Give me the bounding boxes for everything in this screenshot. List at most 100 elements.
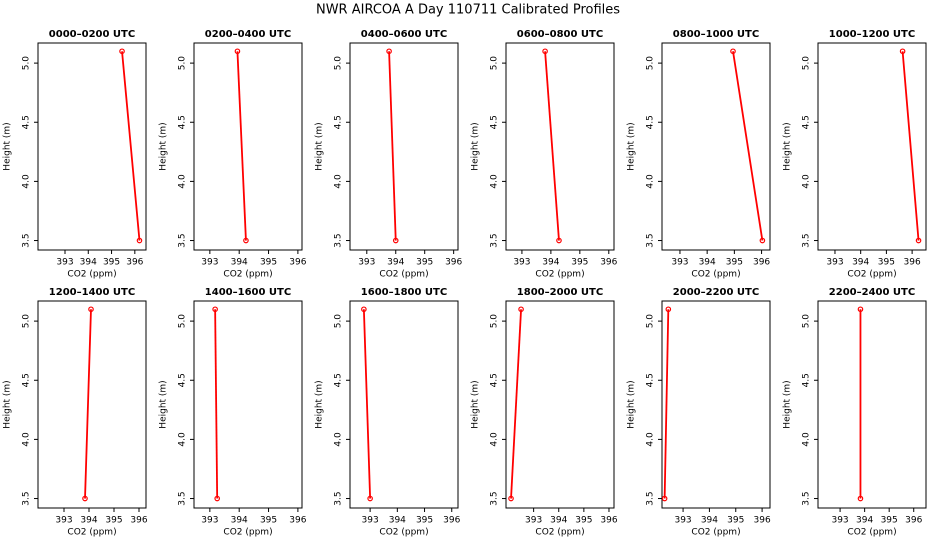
y-axis-label: Height (m) bbox=[159, 380, 169, 428]
x-tick-label: 393 bbox=[831, 516, 848, 526]
y-axis-label: Height (m) bbox=[3, 380, 13, 428]
y-tick-label: 5.0 bbox=[22, 314, 32, 329]
y-tick-label: 4.0 bbox=[490, 174, 500, 189]
x-axis-label: CO2 (ppm) bbox=[67, 270, 116, 280]
profile-line bbox=[901, 51, 920, 241]
profile-point bbox=[661, 495, 668, 502]
y-tick-label: 4.5 bbox=[22, 115, 32, 129]
x-tick-label: 394 bbox=[231, 258, 248, 268]
x-tick-label: 395 bbox=[260, 258, 277, 268]
x-tick-label: 393 bbox=[201, 258, 218, 268]
x-tick-label: 396 bbox=[130, 516, 147, 526]
profile-line bbox=[510, 309, 522, 499]
profile-line bbox=[732, 51, 764, 241]
x-axis-label: CO2 (ppm) bbox=[379, 528, 428, 538]
x-tick-label: 396 bbox=[126, 258, 143, 268]
x-tick-label: 395 bbox=[881, 516, 898, 526]
y-tick-label: 3.5 bbox=[178, 233, 188, 247]
plot-frame bbox=[37, 300, 147, 509]
x-axis-label: CO2 (ppm) bbox=[223, 270, 272, 280]
y-tick-label: 3.5 bbox=[22, 491, 32, 505]
profile-point bbox=[386, 48, 392, 55]
x-tick-label: 396 bbox=[600, 516, 617, 526]
panel-title: 2200–2400 UTC bbox=[829, 287, 915, 298]
x-tick-label: 396 bbox=[904, 258, 921, 268]
panel-title: 0800–1000 UTC bbox=[673, 29, 759, 40]
panel-title: 1400–1600 UTC bbox=[205, 287, 291, 298]
y-tick-label: 5.0 bbox=[802, 56, 812, 71]
y-axis-label: Height (m) bbox=[315, 122, 325, 170]
x-tick-label: 395 bbox=[575, 516, 592, 526]
plot-frame bbox=[193, 42, 303, 251]
x-axis-label: CO2 (ppm) bbox=[535, 528, 584, 538]
profile-line bbox=[214, 309, 219, 499]
y-tick-label: 5.0 bbox=[490, 56, 500, 71]
y-tick-label: 4.0 bbox=[646, 432, 656, 447]
profile-point bbox=[214, 495, 220, 502]
x-tick-label: 396 bbox=[289, 516, 306, 526]
y-tick-label: 4.0 bbox=[802, 432, 812, 447]
plot-frame bbox=[661, 42, 771, 251]
x-axis-label: CO2 (ppm) bbox=[379, 270, 428, 280]
y-axis-label: Height (m) bbox=[783, 380, 793, 428]
y-tick-label: 4.5 bbox=[178, 373, 188, 387]
y-tick-label: 3.5 bbox=[490, 491, 500, 505]
x-tick-label: 393 bbox=[56, 258, 73, 268]
x-tick-label: 393 bbox=[358, 258, 375, 268]
y-tick-label: 4.5 bbox=[802, 115, 812, 129]
y-tick-label: 3.5 bbox=[490, 233, 500, 247]
y-tick-label: 5.0 bbox=[802, 314, 812, 329]
y-tick-label: 3.5 bbox=[334, 491, 344, 505]
x-axis-label: CO2 (ppm) bbox=[535, 270, 584, 280]
y-tick-label: 4.0 bbox=[178, 174, 188, 189]
x-tick-label: 393 bbox=[671, 258, 688, 268]
profile-point bbox=[915, 237, 922, 244]
y-tick-label: 4.5 bbox=[490, 115, 500, 129]
profile-point bbox=[88, 306, 94, 313]
y-tick-label: 4.5 bbox=[646, 115, 656, 129]
profile-line bbox=[544, 51, 560, 241]
panel-title: 1600–1800 UTC bbox=[361, 287, 447, 298]
profile-point bbox=[556, 237, 562, 244]
profile-point bbox=[361, 306, 367, 313]
y-tick-label: 5.0 bbox=[178, 56, 188, 71]
profile-point bbox=[243, 237, 249, 244]
profile-line bbox=[388, 51, 397, 241]
profile-point bbox=[665, 306, 672, 313]
profile-point bbox=[857, 306, 864, 313]
plot-frame bbox=[349, 300, 459, 509]
y-tick-label: 4.0 bbox=[22, 432, 32, 447]
x-tick-label: 393 bbox=[513, 258, 530, 268]
y-tick-label: 4.0 bbox=[22, 174, 32, 189]
y-axis-label: Height (m) bbox=[627, 122, 637, 170]
y-tick-label: 4.5 bbox=[22, 373, 32, 387]
x-tick-label: 396 bbox=[753, 258, 770, 268]
y-tick-label: 3.5 bbox=[178, 491, 188, 505]
panel-title: 0600–0800 UTC bbox=[517, 29, 603, 40]
x-tick-label: 394 bbox=[699, 258, 716, 268]
profile-point bbox=[82, 495, 88, 502]
y-tick-label: 4.5 bbox=[802, 373, 812, 387]
plot-frame bbox=[817, 300, 927, 509]
x-tick-label: 396 bbox=[754, 516, 771, 526]
y-tick-label: 5.0 bbox=[334, 314, 344, 329]
y-tick-label: 3.5 bbox=[22, 233, 32, 247]
y-tick-label: 3.5 bbox=[334, 233, 344, 247]
profile-point bbox=[392, 237, 399, 244]
x-tick-label: 393 bbox=[826, 258, 843, 268]
x-tick-label: 394 bbox=[231, 516, 248, 526]
y-axis-label: Height (m) bbox=[627, 380, 637, 428]
panel-title: 1800–2000 UTC bbox=[517, 287, 603, 298]
y-tick-label: 5.0 bbox=[178, 314, 188, 329]
y-tick-label: 4.0 bbox=[334, 174, 344, 189]
profile-point bbox=[518, 306, 524, 313]
x-tick-label: 394 bbox=[389, 516, 406, 526]
profile-point bbox=[234, 48, 241, 55]
x-tick-label: 394 bbox=[80, 516, 97, 526]
x-tick-label: 393 bbox=[55, 516, 72, 526]
x-tick-label: 396 bbox=[443, 516, 460, 526]
figure-title: NWR AIRCOA A Day 110711 Calibrated Profi… bbox=[316, 3, 620, 18]
profile-line bbox=[121, 51, 141, 241]
x-tick-label: 393 bbox=[525, 516, 542, 526]
x-tick-label: 395 bbox=[727, 516, 744, 526]
